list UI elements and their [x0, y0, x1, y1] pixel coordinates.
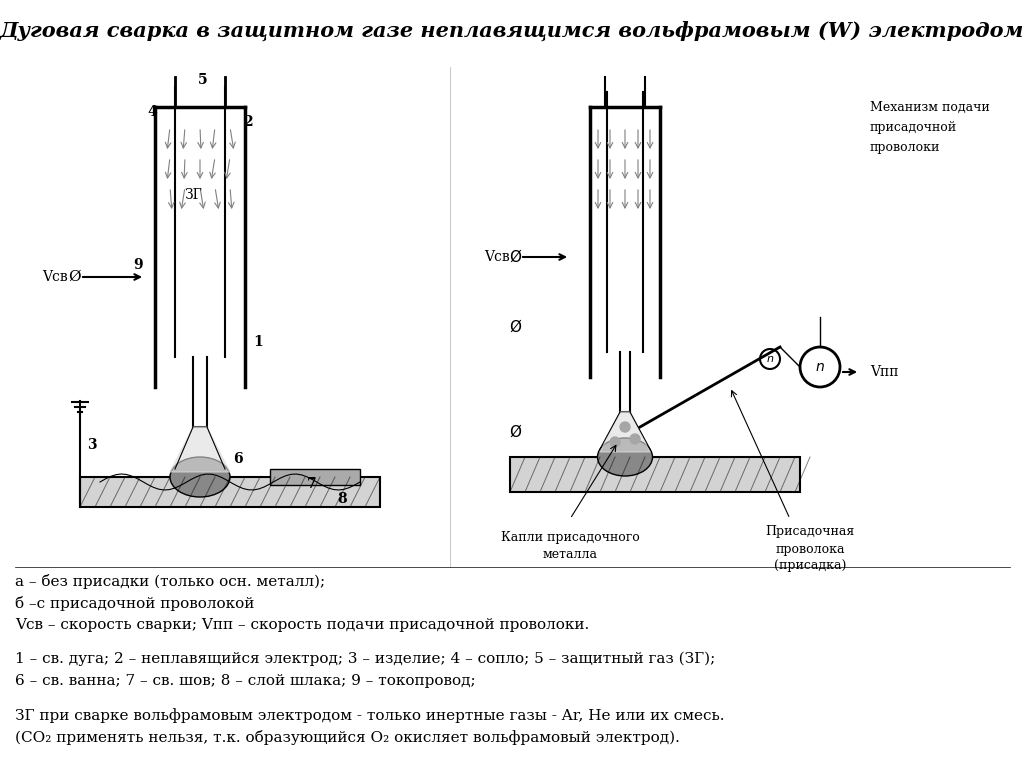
Text: 1: 1 — [253, 335, 263, 349]
Text: n: n — [816, 360, 824, 374]
Text: Дуговая сварка в защитном газе неплавящимся вольфрамовым (W) электродом: Дуговая сварка в защитном газе неплавящи… — [0, 22, 1024, 42]
Text: n: n — [767, 354, 773, 364]
Circle shape — [610, 437, 620, 447]
Text: (СО₂ применять нельзя, т.к. образующийся О₂ окисляет вольфрамовый электрод).: (СО₂ применять нельзя, т.к. образующийся… — [15, 730, 680, 745]
Text: Ø: Ø — [509, 424, 521, 439]
Text: присадочной: присадочной — [870, 120, 957, 133]
Text: ЗГ: ЗГ — [184, 188, 202, 202]
Text: Присадочная: Присадочная — [765, 525, 855, 538]
Bar — [270, 469, 360, 485]
Text: Ø: Ø — [69, 270, 81, 284]
Text: 2: 2 — [243, 115, 253, 129]
Text: ЗГ при сварке вольфрамовым электродом - только инертные газы - Ar, He или их сме: ЗГ при сварке вольфрамовым электродом - … — [15, 708, 725, 723]
Text: 3: 3 — [87, 438, 97, 452]
Text: Ø: Ø — [509, 320, 521, 334]
Text: 6 – св. ванна; 7 – св. шов; 8 – слой шлака; 9 – токопровод;: 6 – св. ванна; 7 – св. шов; 8 – слой шла… — [15, 674, 475, 688]
Polygon shape — [600, 412, 650, 452]
Text: проволока: проволока — [775, 542, 845, 555]
Text: 9: 9 — [133, 258, 142, 272]
Polygon shape — [170, 427, 230, 472]
Text: Vсв: Vсв — [42, 270, 68, 284]
Text: 7: 7 — [307, 477, 316, 491]
Text: (присадка): (присадка) — [774, 559, 846, 572]
Text: Vпп: Vпп — [870, 365, 898, 379]
Text: Механизм подачи: Механизм подачи — [870, 100, 990, 114]
Text: 1 – св. дуга; 2 – неплавящийся электрод; 3 – изделие; 4 – сопло; 5 – защитный га: 1 – св. дуга; 2 – неплавящийся электрод;… — [15, 652, 715, 667]
Circle shape — [630, 434, 640, 444]
Text: металла: металла — [543, 548, 597, 561]
Text: Vсв – скорость сварки; Vпп – скорость подачи присадочной проволоки.: Vсв – скорость сварки; Vпп – скорость по… — [15, 618, 589, 632]
Text: а – без присадки (только осн. металл);: а – без присадки (только осн. металл); — [15, 574, 326, 589]
Text: 5: 5 — [199, 73, 208, 87]
Bar — [80, 477, 380, 507]
Text: 6: 6 — [233, 452, 243, 466]
Text: 8: 8 — [337, 492, 347, 506]
Text: Vсв: Vсв — [484, 250, 510, 264]
Ellipse shape — [597, 438, 652, 476]
Text: б –с присадочной проволокой: б –с присадочной проволокой — [15, 596, 254, 611]
Text: Ø: Ø — [509, 249, 521, 265]
Text: проволоки: проволоки — [870, 140, 940, 153]
Circle shape — [620, 422, 630, 432]
Text: Капли присадочного: Капли присадочного — [501, 531, 639, 544]
Bar — [510, 457, 800, 492]
Text: 4: 4 — [147, 105, 157, 119]
Ellipse shape — [170, 457, 230, 497]
